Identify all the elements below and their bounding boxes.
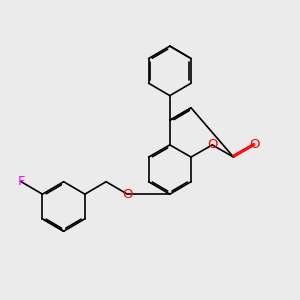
Text: O: O [250, 138, 260, 152]
Text: O: O [207, 138, 217, 152]
Text: F: F [17, 175, 25, 188]
Text: O: O [122, 188, 133, 201]
